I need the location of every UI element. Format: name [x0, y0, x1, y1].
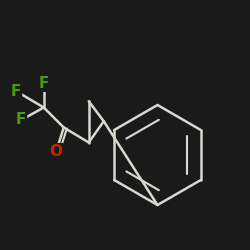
Text: F: F: [11, 84, 22, 99]
Text: O: O: [50, 144, 63, 159]
Text: F: F: [38, 76, 49, 91]
Text: F: F: [16, 112, 26, 128]
